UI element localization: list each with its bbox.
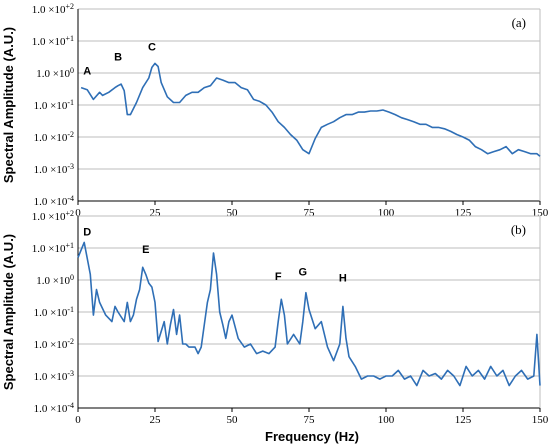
x-tick-label: 150: [532, 414, 549, 426]
x-tick-label: 0: [75, 207, 81, 219]
panel-label-b: (b): [511, 222, 526, 237]
y-tick-label: 1.0 ×10-1: [34, 305, 74, 319]
x-tick-label: 0: [75, 414, 81, 426]
annotation-f: F: [275, 271, 282, 283]
x-tick-label: 75: [304, 207, 316, 219]
annotation-c: C: [148, 42, 156, 54]
annotation-b: B: [114, 51, 122, 63]
x-tick-label: 75: [304, 414, 316, 426]
annotation-d: D: [83, 226, 91, 238]
series-line-a: [80, 62, 541, 157]
y-tick-label: 1.0 ×10+1: [32, 241, 74, 255]
annotation-a: A: [83, 65, 91, 77]
y-tick-label: 1.0 ×10+1: [32, 34, 74, 48]
chart-panel-b: 1.0 ×10-4 1.0 ×10-3 1.0 ×10-2 1.0 ×10-1 1.0 …: [1, 209, 549, 426]
annotation-g: G: [299, 266, 308, 278]
y-tick-label: 1.0 ×10-4: [34, 194, 74, 208]
y-tick-label: 1.0 ×10-2: [34, 337, 74, 351]
y-tick-label: 1.0 ×10-4: [34, 401, 74, 415]
x-axis-label: Frequency (Hz): [265, 429, 359, 444]
annotation-e: E: [142, 244, 149, 256]
x-tick-label: 125: [455, 414, 472, 426]
x-tick-label: 125: [455, 207, 472, 219]
y-tick-label: 1.0 ×100: [36, 273, 74, 287]
y-tick-label: 1.0 ×10-1: [34, 98, 74, 112]
y-tick-label: 1.0 ×10-3: [34, 162, 74, 176]
chart-panel-a: 1.0 ×10-4 1.0 ×10-3 1.0 ×10-2 1.0 ×10-1 1.0 …: [1, 2, 549, 219]
x-tick-label: 50: [227, 414, 239, 426]
x-tick-label: 50: [227, 207, 239, 219]
panel-label-a: (a): [512, 15, 526, 30]
x-tick-label: 100: [378, 414, 395, 426]
y-axis-label: Spectral Amplitude (A.U.): [1, 27, 16, 183]
y-tick-label: 1.0 ×10-2: [34, 130, 74, 144]
x-tick-label: 25: [150, 207, 162, 219]
x-tick-label: 25: [150, 414, 162, 426]
y-tick-label: 1.0 ×10-3: [34, 369, 74, 383]
y-axis-label: Spectral Amplitude (A.U.): [1, 234, 16, 390]
series-line-b: [77, 241, 541, 387]
y-tick-label: 1.0 ×10+2: [32, 209, 74, 223]
annotation-h: H: [339, 272, 347, 284]
y-tick-label: 1.0 ×100: [36, 66, 74, 80]
y-tick-label: 1.0 ×10+2: [32, 2, 74, 16]
x-tick-label: 100: [378, 207, 395, 219]
